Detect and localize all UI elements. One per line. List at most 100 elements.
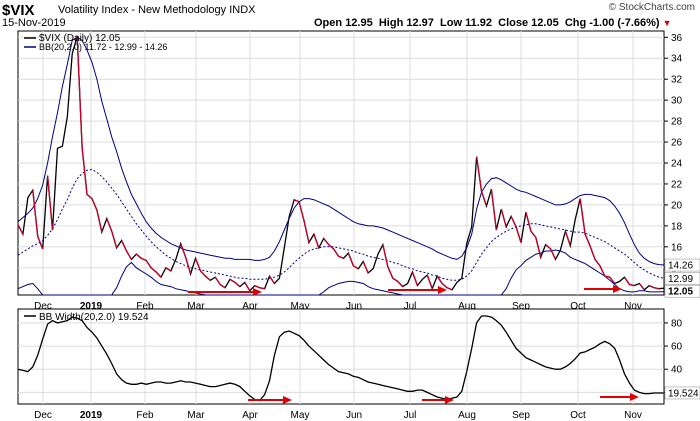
- price-panel-down-segment: [125, 250, 132, 260]
- price-panel-down-segment: [545, 244, 552, 250]
- price-panel-down-segment: [141, 257, 147, 262]
- price-panel-ytick-label: 20: [671, 200, 683, 211]
- price-panel-down-segment: [525, 212, 532, 232]
- price-panel-down-segment: [648, 284, 655, 289]
- price-panel-down-segment: [165, 267, 172, 272]
- price-panel-down-segment: [510, 216, 517, 228]
- width-panel-xtick-label: Nov: [624, 410, 642, 421]
- price-panel-down-segment: [535, 237, 542, 258]
- price-panel-down-segment: [589, 245, 596, 260]
- width-arrow-jul-head: [445, 396, 454, 404]
- price-panel-down-segment: [426, 274, 433, 289]
- price-panel-xtick-label: Sep: [512, 301, 530, 312]
- price-panel-down-segment: [46, 175, 54, 231]
- price-panel-ytick-label: 34: [671, 54, 683, 65]
- price-panel-xtick-label: Jul: [404, 301, 417, 312]
- price-panel-down-segment: [135, 253, 142, 259]
- price-panel-ytick-label: 32: [671, 75, 683, 86]
- price-panel-xtick-label: Mar: [187, 301, 205, 312]
- vix-legend-text: $VIX (Daily) 12.05: [39, 33, 121, 44]
- price-panel-down-segment: [480, 191, 488, 207]
- price-legend: [24, 37, 36, 48]
- price-panel-down-segment: [564, 230, 571, 246]
- price-panel-xtick-label: Feb: [136, 301, 154, 312]
- width-panel-xtick-label: Apr: [242, 410, 258, 421]
- squeeze-arrow-nov-head: [613, 285, 622, 293]
- price-panel-down-segment: [150, 267, 157, 273]
- width-panel-xtick-label: May: [291, 410, 310, 421]
- price-panel-down-segment: [180, 243, 187, 258]
- price-panel-down-segment: [234, 281, 241, 288]
- source-label: © StockCharts.com: [608, 2, 695, 13]
- price-panel-down-segment: [397, 280, 404, 288]
- price-panel-ytick-label: 22: [671, 179, 683, 190]
- close-value: 12.05: [531, 17, 559, 29]
- change-label: Chg: [564, 17, 587, 29]
- price-panel-down-segment: [199, 270, 206, 277]
- price-panel-down-segment: [584, 233, 591, 247]
- price-panel-down-segment: [411, 271, 419, 286]
- price-panel-down-segment: [91, 198, 98, 211]
- high-label: High: [378, 17, 404, 29]
- close-label: Close: [498, 17, 529, 29]
- price-panel-down-segment: [599, 265, 606, 277]
- width-panel-xtick-label: Aug: [458, 410, 476, 421]
- middle-band-value-label: 12.99: [668, 274, 693, 285]
- close-value-label: 12.05: [668, 287, 693, 298]
- exchange-label: INDX: [229, 4, 256, 16]
- bbwidth-value-label: 19.524: [668, 388, 699, 399]
- bbwidth-legend-text: BB Width(20,2.0) 19.524: [39, 312, 149, 323]
- price-panel-xtick-label: Aug: [458, 301, 476, 312]
- width-panel-xtick-label: Jun: [346, 410, 362, 421]
- width-panel-ytick-label: 80: [671, 318, 683, 329]
- squeeze-arrow-apr-head: [253, 288, 262, 296]
- down-triangle-icon: ▼: [662, 18, 672, 28]
- symbol-title: $VIX: [2, 2, 35, 19]
- high-value: 12.97: [406, 17, 434, 29]
- price-panel-down-segment: [204, 275, 211, 281]
- price-panel-down-segment: [333, 248, 340, 257]
- low-value: 11.92: [465, 17, 492, 29]
- price-panel-down-segment: [638, 283, 645, 291]
- price-panel-down-segment: [293, 199, 300, 203]
- price-panel-down-segment: [475, 156, 483, 192]
- price-panel-down-segment: [490, 189, 497, 231]
- price-panel-down-segment: [515, 226, 522, 243]
- chart-header: $VIX Volatility Index - New Methodology …: [0, 0, 700, 30]
- price-panel-down-segment: [352, 265, 359, 270]
- open-value: 12.95: [345, 17, 373, 29]
- price-panel-down-segment: [32, 190, 39, 237]
- price-panel-xtick-label: Dec: [34, 301, 52, 312]
- middle-band-value-label-box: [664, 272, 700, 285]
- price-panel-xtick-label: Apr: [242, 301, 258, 312]
- width-panel-xtick-label: Sep: [512, 410, 530, 421]
- open-label: Open: [314, 17, 343, 29]
- price-panel-down-segment: [441, 282, 448, 289]
- price-panel-down-segment: [86, 193, 93, 200]
- price-panel-down-segment: [392, 277, 399, 282]
- price-panel-down-segment: [303, 220, 310, 243]
- width-panel-xtick-label: 2019: [80, 410, 103, 421]
- squeeze-arrow-jul-head: [438, 286, 447, 294]
- price-panel-series-bb-lower: [17, 249, 665, 296]
- price-panel-down-segment: [155, 271, 162, 278]
- width-panel-xtick-label: Mar: [187, 410, 205, 421]
- price-panel-down-segment: [17, 224, 24, 235]
- price-panel-down-segment: [298, 201, 305, 221]
- price-panel-down-segment: [382, 244, 389, 267]
- price-panel-ytick-label: 24: [671, 159, 683, 170]
- price-panel-down-segment: [604, 275, 610, 278]
- price-panel-down-segment: [654, 287, 660, 290]
- price-panel-down-segment: [436, 275, 443, 284]
- price-panel-down-segment: [259, 287, 265, 290]
- price-panel-down-segment: [76, 36, 83, 148]
- price-panel-xtick-label: Jun: [346, 301, 362, 312]
- price-panel-xtick-label: Nov: [624, 301, 642, 312]
- price-panel-down-segment: [579, 198, 586, 235]
- price-panel-down-segment: [96, 210, 103, 233]
- price-panel-down-segment: [338, 255, 344, 259]
- price-panel-down-segment: [120, 240, 128, 252]
- price-panel-down-segment: [214, 276, 221, 285]
- price-panel-down-segment: [244, 282, 251, 292]
